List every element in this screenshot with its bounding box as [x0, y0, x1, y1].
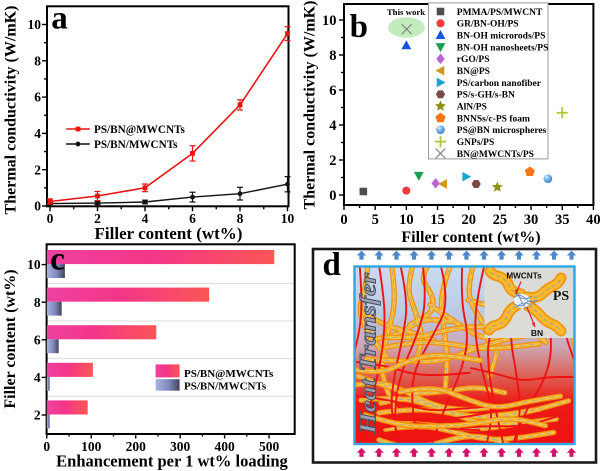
svg-text:rGO/PS: rGO/PS	[457, 55, 490, 65]
svg-text:2: 2	[94, 211, 101, 226]
svg-text:0: 0	[34, 199, 41, 214]
svg-text:GNPs/PS: GNPs/PS	[457, 138, 494, 148]
svg-text:c: c	[50, 242, 65, 278]
svg-text:PS/BN@MWCNTs: PS/BN@MWCNTs	[94, 124, 185, 136]
svg-text:b: b	[350, 9, 368, 45]
svg-text:Heat Transfer: Heat Transfer	[356, 272, 382, 435]
svg-text:MWCNTs: MWCNTs	[506, 272, 542, 281]
svg-text:4: 4	[34, 370, 41, 385]
svg-text:This work: This work	[387, 7, 425, 17]
svg-text:PMMA/PS/MWCNT: PMMA/PS/MWCNT	[457, 8, 543, 18]
svg-text:8: 8	[34, 53, 41, 68]
svg-text:6: 6	[34, 90, 41, 105]
svg-text:35: 35	[555, 212, 570, 228]
svg-text:6: 6	[329, 83, 336, 99]
svg-text:500: 500	[259, 439, 280, 454]
svg-text:5: 5	[372, 212, 379, 228]
svg-text:8: 8	[237, 211, 244, 226]
svg-text:BN: BN	[531, 328, 543, 338]
svg-text:40: 40	[586, 212, 601, 228]
svg-text:BN@PS: BN@PS	[457, 67, 490, 77]
svg-text:Enhancement per 1 wt% loading: Enhancement per 1 wt% loading	[56, 452, 288, 471]
svg-text:2: 2	[329, 153, 336, 169]
svg-text:Filler content (wt%): Filler content (wt%)	[2, 269, 19, 408]
svg-text:15: 15	[430, 212, 445, 228]
svg-text:PS/BN@MWCNTs: PS/BN@MWCNTs	[184, 368, 274, 380]
svg-text:0: 0	[329, 188, 336, 204]
svg-text:PS/BN/MWCNTs: PS/BN/MWCNTs	[184, 381, 267, 393]
svg-text:PS@BN microspheres: PS@BN microspheres	[457, 126, 547, 136]
svg-text:0: 0	[47, 211, 54, 226]
svg-text:0: 0	[340, 212, 347, 228]
svg-text:Thermal conductivity (W/mK): Thermal conductivity (W/mK)	[302, 1, 319, 210]
svg-text:10: 10	[281, 211, 295, 226]
svg-text:BN-OH microrods/PS: BN-OH microrods/PS	[457, 32, 546, 42]
svg-text:GR/BN-OH/PS: GR/BN-OH/PS	[457, 20, 519, 30]
svg-text:200: 200	[126, 439, 147, 454]
svg-text:8: 8	[34, 295, 41, 310]
svg-text:Filler content (wt%): Filler content (wt%)	[95, 224, 243, 243]
svg-text:20: 20	[461, 212, 476, 228]
svg-text:BN@MWCNTs/PS: BN@MWCNTs/PS	[457, 150, 534, 160]
svg-text:AlN/PS: AlN/PS	[457, 103, 487, 113]
svg-text:0: 0	[43, 439, 50, 454]
svg-text:PS/BN/MWCNTs: PS/BN/MWCNTs	[94, 139, 178, 151]
svg-text:10: 10	[399, 212, 414, 228]
svg-text:PS/carbon nanofiber: PS/carbon nanofiber	[457, 79, 542, 89]
svg-text:6: 6	[189, 211, 196, 226]
svg-text:BNNSs/c-PS foam: BNNSs/c-PS foam	[457, 114, 530, 124]
svg-text:4: 4	[34, 126, 41, 141]
svg-text:100: 100	[81, 439, 102, 454]
svg-text:Filler content (wt%): Filler content (wt%)	[401, 229, 540, 246]
svg-text:400: 400	[214, 439, 235, 454]
svg-text:2: 2	[34, 408, 41, 423]
svg-text:10: 10	[322, 13, 337, 29]
svg-text:BN-OH nanosheets/PS: BN-OH nanosheets/PS	[457, 43, 549, 53]
svg-text:PS: PS	[553, 289, 570, 304]
svg-text:10: 10	[27, 257, 41, 272]
svg-text:25: 25	[493, 212, 508, 228]
svg-text:a: a	[51, 1, 68, 37]
svg-text:d: d	[323, 247, 341, 283]
svg-text:2: 2	[34, 162, 41, 177]
svg-text:PS/s-GH/s-BN: PS/s-GH/s-BN	[457, 91, 515, 101]
svg-text:300: 300	[170, 439, 191, 454]
svg-text:10: 10	[28, 17, 42, 32]
svg-text:4: 4	[142, 211, 149, 226]
svg-text:6: 6	[34, 332, 41, 347]
svg-text:30: 30	[524, 212, 539, 228]
svg-text:8: 8	[329, 48, 336, 64]
svg-text:4: 4	[329, 118, 336, 134]
svg-text:Thermal conductivity (W/mK): Thermal conductivity (W/mK)	[3, 6, 20, 215]
